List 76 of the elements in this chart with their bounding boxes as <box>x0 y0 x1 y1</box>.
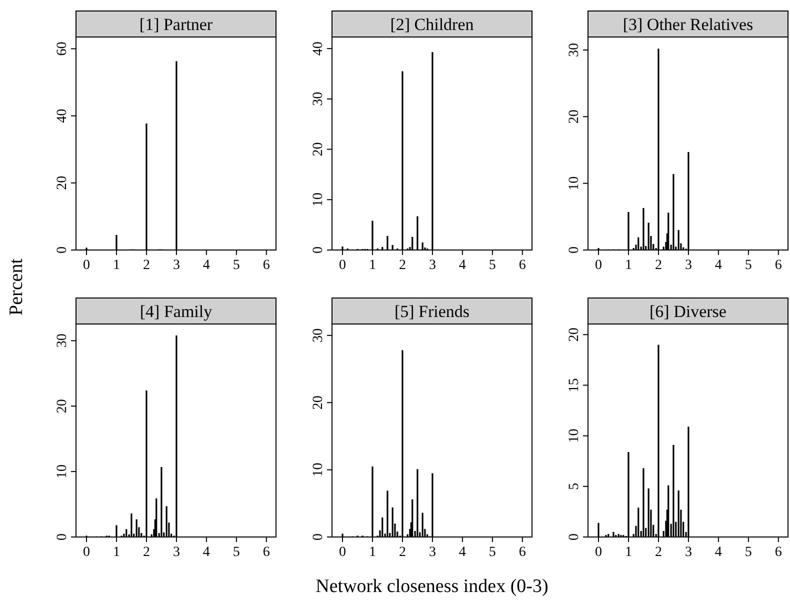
x-axis-title: Network closeness index (0-3) <box>316 576 548 597</box>
x-tick-label: 6 <box>774 258 782 273</box>
y-tick-label: 10 <box>567 176 582 190</box>
x-tick-label: 2 <box>398 545 406 560</box>
x-tick-label: 3 <box>428 545 436 560</box>
y-tick-label: 20 <box>311 396 326 410</box>
y-tick-label: 20 <box>55 399 70 414</box>
y-tick-label: 20 <box>311 142 326 156</box>
x-tick-label: 2 <box>142 258 150 273</box>
y-tick-label: 0 <box>311 246 326 254</box>
x-tick-label: 4 <box>202 545 210 560</box>
y-tick-label: 20 <box>55 176 70 190</box>
y-tick-label: 15 <box>567 378 582 392</box>
y-tick-label: 0 <box>55 246 70 254</box>
x-tick-label: 6 <box>774 545 782 560</box>
chart-title: [3] Other Relatives <box>622 15 754 34</box>
x-tick-label: 3 <box>684 258 692 273</box>
y-tick-label: 30 <box>311 92 326 106</box>
x-tick-label: 0 <box>82 258 90 273</box>
x-tick-label: 3 <box>172 258 180 273</box>
x-tick-label: 1 <box>368 258 376 273</box>
x-tick-label: 0 <box>338 545 346 560</box>
x-tick-label: 4 <box>714 545 722 560</box>
y-tick-label: 0 <box>567 534 582 540</box>
y-tick-label: 30 <box>55 334 70 348</box>
x-tick-label: 2 <box>142 545 150 560</box>
chart-title: [4] Family <box>140 302 213 321</box>
x-tick-label: 5 <box>232 258 240 273</box>
x-tick-label: 5 <box>744 258 752 273</box>
x-tick-label: 6 <box>262 545 270 560</box>
chart-title: [2] Children <box>390 15 474 34</box>
y-tick-label: 30 <box>311 328 326 342</box>
x-tick-label: 1 <box>368 545 376 560</box>
chart-title: [5] Friends <box>394 302 470 321</box>
y-tick-label: 10 <box>567 428 582 443</box>
x-tick-label: 0 <box>594 545 602 560</box>
x-tick-label: 1 <box>112 545 120 560</box>
x-tick-label: 6 <box>518 545 526 560</box>
x-tick-label: 3 <box>172 545 180 560</box>
x-tick-label: 6 <box>518 258 526 273</box>
x-tick-label: 5 <box>232 545 240 560</box>
chart-title: [6] Diverse <box>650 302 726 321</box>
chart-title: [1] Partner <box>139 15 213 34</box>
y-tick-label: 40 <box>311 42 326 56</box>
x-tick-label: 4 <box>458 545 466 560</box>
y-tick-label: 40 <box>55 108 70 123</box>
y-tick-label: 10 <box>55 464 70 479</box>
x-tick-label: 5 <box>488 545 496 560</box>
x-tick-label: 5 <box>744 545 752 560</box>
x-tick-label: 3 <box>684 545 692 560</box>
y-tick-label: 60 <box>55 42 70 56</box>
x-tick-label: 3 <box>428 258 436 273</box>
x-tick-label: 1 <box>624 258 632 273</box>
y-tick-label: 10 <box>311 462 326 477</box>
y-tick-label: 0 <box>55 534 70 540</box>
y-tick-label: 5 <box>567 482 582 490</box>
x-tick-label: 4 <box>202 258 210 273</box>
y-tick-label: 20 <box>567 328 582 342</box>
y-tick-label: 20 <box>567 110 582 124</box>
x-tick-label: 2 <box>654 258 662 273</box>
y-tick-label: 0 <box>311 534 326 540</box>
x-tick-label: 1 <box>112 258 120 273</box>
x-tick-label: 4 <box>458 258 466 273</box>
x-tick-label: 1 <box>624 545 632 560</box>
x-tick-label: 2 <box>654 545 662 560</box>
x-tick-label: 0 <box>82 545 90 560</box>
x-tick-label: 6 <box>262 258 270 273</box>
x-tick-label: 2 <box>398 258 406 273</box>
x-tick-label: 4 <box>714 258 722 273</box>
x-tick-label: 0 <box>594 258 602 273</box>
y-axis-title: Percent <box>6 258 27 316</box>
y-tick-label: 30 <box>567 43 582 57</box>
x-tick-label: 5 <box>488 258 496 273</box>
y-tick-label: 10 <box>311 192 326 207</box>
y-tick-label: 0 <box>567 246 582 254</box>
x-tick-label: 0 <box>338 258 346 273</box>
